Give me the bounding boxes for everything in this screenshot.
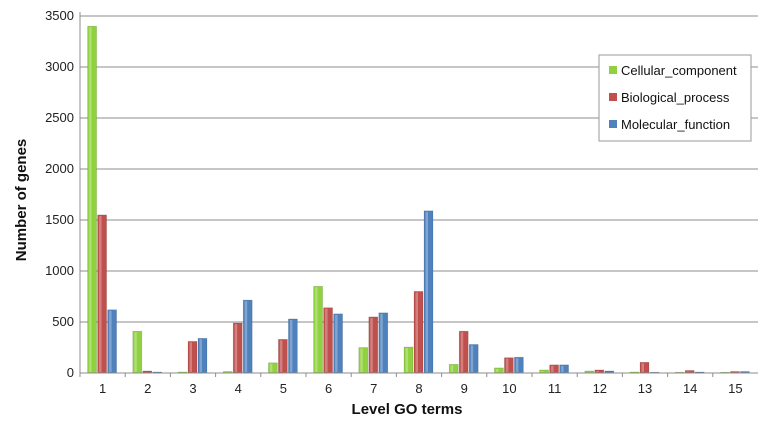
bar-highlight: [515, 358, 519, 372]
bar-molecular-function-1: [107, 309, 117, 374]
bar-molecular-function-10: [514, 356, 524, 374]
x-tick-label: 12: [593, 381, 607, 396]
x-axis-title: Level GO terms: [352, 401, 463, 418]
y-tick-label: 1500: [45, 212, 74, 227]
bar-biological-process-3: [187, 341, 198, 374]
bar-highlight: [596, 370, 599, 372]
y-tick-label: 1000: [45, 263, 74, 278]
bar-molecular-function-4: [242, 299, 253, 374]
legend-swatch-cellular-component: [609, 66, 617, 74]
bar-highlight: [269, 363, 273, 372]
bar-highlight: [199, 339, 202, 372]
bar-biological-process-13: [639, 361, 650, 374]
bar-highlight: [415, 292, 418, 372]
bar-highlight: [89, 27, 92, 372]
bar-biological-process-4: [232, 322, 243, 374]
y-tick-label: 3500: [45, 8, 74, 23]
x-tick-label: 14: [683, 381, 697, 396]
x-tick-label: 11: [548, 381, 562, 396]
bar-highlight: [405, 347, 408, 372]
bar-cellular-component-7: [358, 347, 369, 374]
bar-highlight: [460, 332, 464, 372]
bar-biological-process-11: [549, 364, 559, 374]
bar-highlight: [134, 332, 137, 372]
legend-label-biological-process: Biological_process: [621, 90, 730, 105]
legend: Cellular_component Biological_process Mo…: [598, 54, 752, 142]
x-tick-label: 3: [189, 381, 196, 396]
x-tick-label: 15: [728, 381, 742, 396]
bar-cellular-component-1: [87, 25, 97, 374]
bar-molecular-function-8: [423, 210, 434, 374]
bar-cellular-component-2: [132, 330, 143, 374]
bar-highlight: [189, 342, 192, 372]
gridlines: [80, 15, 758, 323]
legend-swatch-biological-process: [609, 93, 617, 101]
bar-highlight: [289, 319, 293, 372]
bar-biological-process-9: [458, 330, 469, 374]
bar-cellular-component-5: [268, 362, 278, 374]
bar-molecular-function-6: [333, 313, 343, 374]
x-tick-label: 5: [280, 381, 287, 396]
bar-molecular-function-3: [197, 338, 208, 374]
bar-biological-process-8: [413, 291, 424, 374]
bar-highlight: [551, 365, 554, 372]
y-tick-label: 2000: [45, 161, 74, 176]
x-tick-label: 2: [144, 381, 151, 396]
bar-highlight: [279, 340, 283, 372]
legend-label-cellular-component: Cellular_component: [621, 63, 737, 78]
bar-cellular-component-6: [313, 285, 323, 374]
bar-highlight: [541, 370, 544, 372]
bar-cellular-component-10: [494, 367, 504, 374]
bar-biological-process-5: [278, 339, 288, 374]
bar-highlight: [495, 368, 499, 372]
legend-swatch-molecular-function: [609, 120, 617, 128]
bar-highlight: [109, 310, 112, 372]
bar-biological-process-7: [368, 316, 379, 374]
x-tick-label: 8: [415, 381, 422, 396]
axes: [79, 12, 758, 374]
bar-highlight: [244, 301, 248, 372]
bar-biological-process-6: [323, 307, 333, 374]
bar-highlight: [360, 348, 363, 372]
x-tick-labels: 1 2 3 4 5 6 7 8 9 10 11 12 13 14 15: [79, 373, 743, 396]
bar-highlight: [325, 308, 328, 372]
bar-highlight: [425, 211, 428, 372]
bar-molecular-function-7: [378, 312, 389, 374]
y-tick-labels: 0 500 1000 1500 2000 2500 3000 3500: [45, 8, 74, 380]
bar-highlight: [335, 314, 338, 372]
bar-highlight: [370, 317, 373, 372]
y-tick-label: 500: [52, 314, 74, 329]
x-tick-label: 6: [325, 381, 332, 396]
y-tick-label: 3000: [45, 59, 74, 74]
y-tick-label: 2500: [45, 110, 74, 125]
bar-molecular-function-11: [559, 364, 569, 374]
bar-molecular-function-5: [288, 318, 298, 374]
bar-highlight: [315, 287, 318, 372]
legend-box: [598, 54, 752, 142]
x-tick-label: 4: [235, 381, 242, 396]
legend-label-molecular-function: Molecular_function: [621, 117, 730, 132]
bar-molecular-function-9: [468, 344, 479, 374]
bar-highlight: [561, 365, 564, 372]
y-tick-label: 0: [67, 365, 74, 380]
bar-cellular-component-8: [403, 346, 414, 374]
bar-cellular-component-9: [448, 364, 459, 374]
bar-highlight: [470, 345, 474, 372]
y-axis-title: Number of genes: [13, 139, 30, 262]
x-tick-label: 9: [461, 381, 468, 396]
x-tick-label: 10: [502, 381, 516, 396]
bar-biological-process-1: [97, 214, 107, 374]
bar-highlight: [380, 313, 383, 372]
bar-highlight: [686, 371, 690, 372]
bar-highlight: [450, 365, 454, 372]
bar-biological-process-10: [504, 357, 514, 374]
x-tick-label: 13: [638, 381, 652, 396]
x-tick-label: 1: [99, 381, 106, 396]
x-tick-label: 7: [370, 381, 377, 396]
bar-highlight: [641, 363, 644, 372]
bar-highlight: [99, 215, 102, 372]
bar-highlight: [234, 324, 238, 372]
bar-highlight: [505, 358, 509, 372]
